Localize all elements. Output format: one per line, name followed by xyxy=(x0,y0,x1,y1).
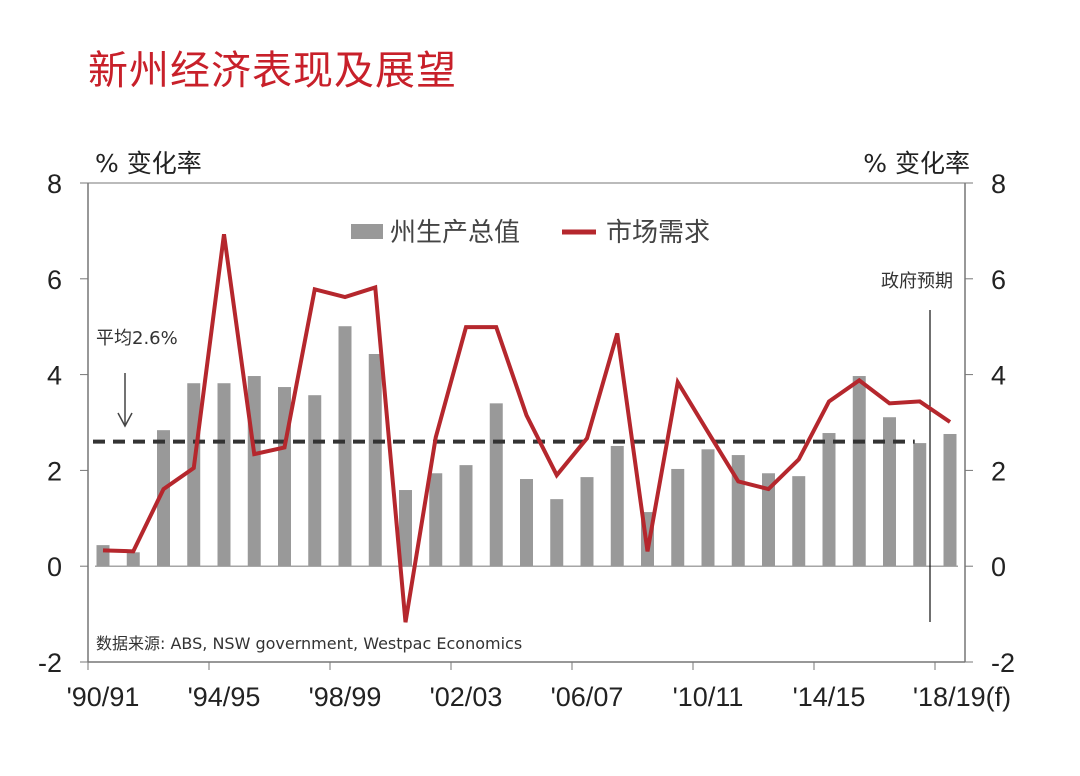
x-tick-label: '14/15 xyxy=(793,682,866,712)
bar-gsp xyxy=(368,354,382,567)
bar-gsp xyxy=(157,430,170,567)
page-title: 新州经济表现及展望 xyxy=(88,48,457,94)
bar-gsp xyxy=(459,465,473,567)
y-axis-label-left: % 变化率 xyxy=(95,149,202,178)
forecast-label: 政府预期 xyxy=(881,271,953,292)
bar-gsp xyxy=(550,499,564,567)
down-arrow-icon xyxy=(117,412,133,428)
y-tick-label-right: 4 xyxy=(991,361,1006,391)
bar-gsp xyxy=(520,479,533,567)
x-tick-label: '94/95 xyxy=(188,682,261,712)
bar-gsp xyxy=(96,545,110,567)
y-tick-label-right: 0 xyxy=(991,552,1006,582)
y-tick-label-right: 6 xyxy=(991,265,1006,295)
legend-label-demand: 市场需求 xyxy=(606,218,710,248)
bar-gsp xyxy=(913,443,927,567)
bar-gsp xyxy=(943,433,957,567)
bar-gsp xyxy=(701,449,715,567)
x-tick-label: '98/99 xyxy=(309,682,382,712)
legend-swatch-gsp xyxy=(351,224,383,239)
bar-gsp xyxy=(308,395,322,567)
y-tick-label-right: 2 xyxy=(991,456,1006,486)
bar-gsp xyxy=(883,417,896,567)
bar-gsp xyxy=(217,383,231,567)
bar-gsp xyxy=(580,477,594,567)
x-tick-label: '06/07 xyxy=(551,682,624,712)
bar-gsp xyxy=(822,433,836,567)
x-tick-label: '02/03 xyxy=(430,682,503,712)
y-axis-label-right: % 变化率 xyxy=(863,149,970,178)
bar-gsp xyxy=(762,473,775,567)
y-tick-label-left: 8 xyxy=(47,169,62,199)
y-tick-label-left: 2 xyxy=(47,456,62,486)
bar-gsp xyxy=(429,473,443,567)
bar-gsp xyxy=(399,490,412,567)
bar-gsp xyxy=(610,445,624,567)
y-tick-label-left: 0 xyxy=(47,552,62,582)
y-tick-label-left: 6 xyxy=(47,265,62,295)
x-tick-label: '10/11 xyxy=(673,682,744,712)
y-tick-label-right: -2 xyxy=(991,648,1015,678)
bar-gsp xyxy=(187,383,201,567)
bar-gsp xyxy=(126,552,140,567)
average-label: 平均2.6% xyxy=(96,328,178,349)
source-note: 数据来源: ABS, NSW government, Westpac Econo… xyxy=(96,634,522,653)
bar-gsp xyxy=(792,476,806,567)
x-tick-label: '90/91 xyxy=(67,682,140,712)
bar-gsp xyxy=(247,376,261,567)
bar-gsp xyxy=(852,376,866,567)
y-tick-label-left: 4 xyxy=(47,361,62,391)
bar-gsp xyxy=(489,403,503,567)
x-tick-label: '18/19(f) xyxy=(913,682,1011,712)
legend-label-gsp: 州生产总值 xyxy=(390,218,520,248)
bar-gsp xyxy=(338,326,352,567)
bar-gsp xyxy=(671,468,685,567)
y-tick-label-left: -2 xyxy=(38,648,62,678)
y-tick-label-right: 8 xyxy=(991,169,1006,199)
